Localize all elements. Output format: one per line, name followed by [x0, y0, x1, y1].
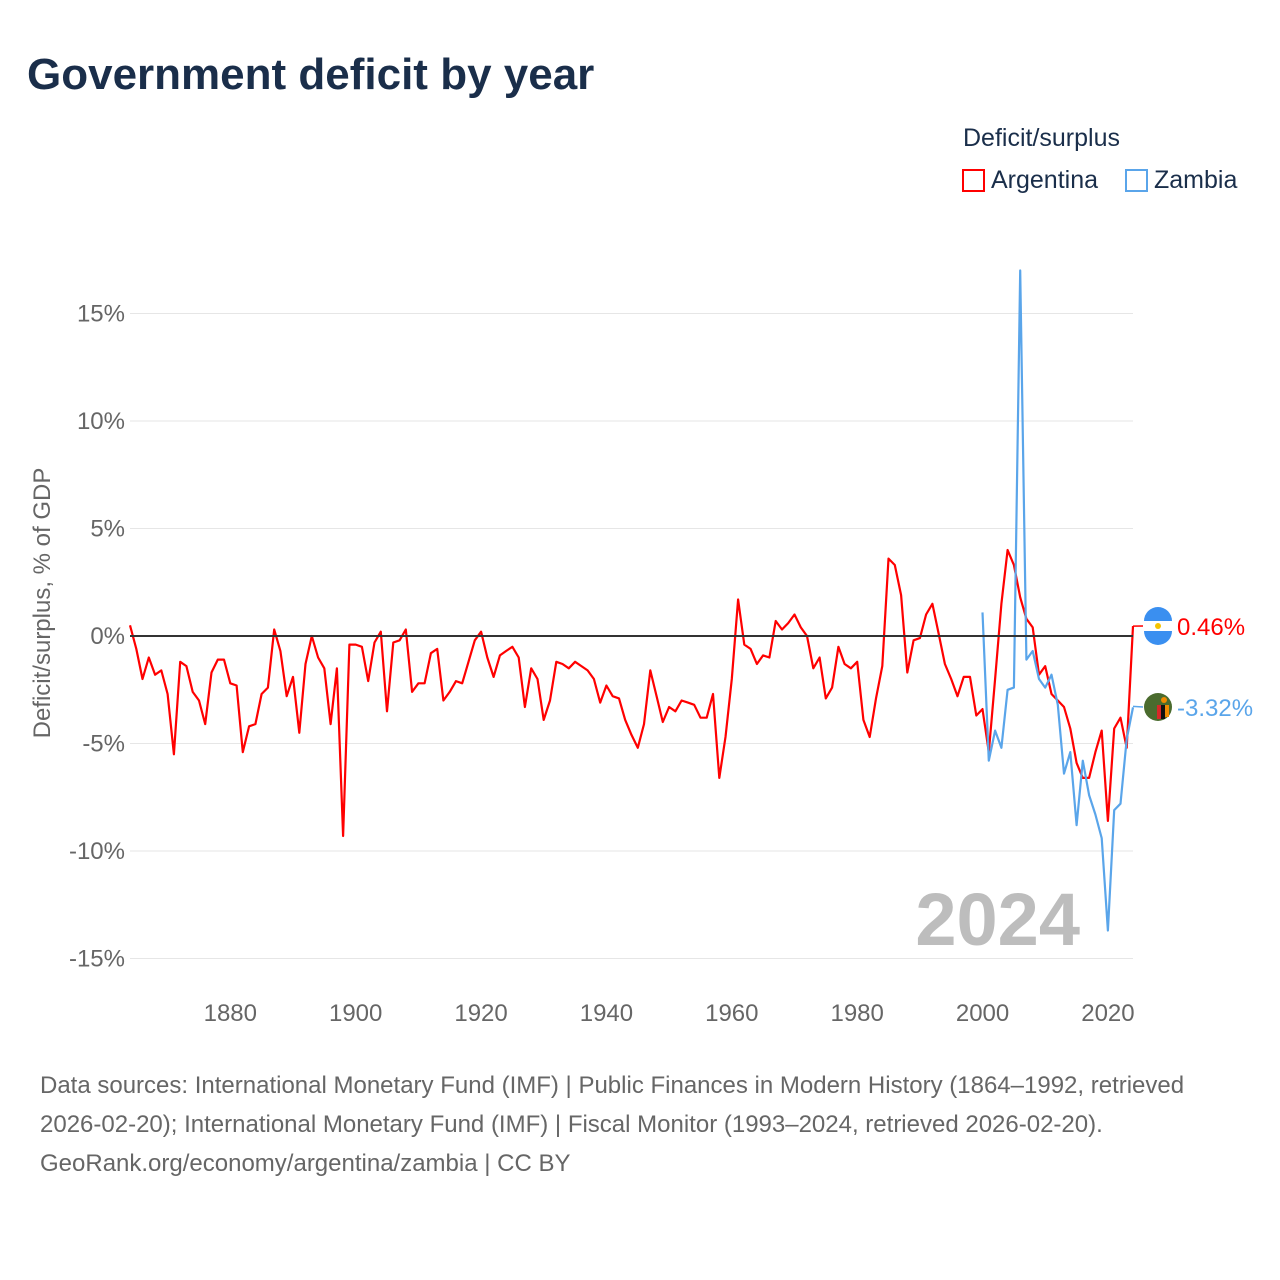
y-tick-label: 10%: [77, 408, 125, 435]
x-tick-label: 2020: [1081, 1000, 1134, 1027]
legend-title: Deficit/surplus: [963, 124, 1120, 152]
x-tick-label: 1940: [580, 1000, 633, 1027]
series-line-argentina: [128, 548, 1135, 838]
label-connector: [1132, 705, 1144, 708]
credit-link[interactable]: GeoRank.org/economy/argentina/zambia | C…: [40, 1150, 571, 1177]
zambia-flag-icon: [1144, 693, 1172, 721]
x-tick-label: 1880: [204, 1000, 257, 1027]
x-tick-label: 1900: [329, 1000, 382, 1027]
legend-swatch-argentina: [962, 169, 985, 192]
legend-item-argentina[interactable]: Argentina: [962, 166, 1098, 195]
y-tick-label: -10%: [69, 838, 125, 865]
flag-stripe: [1161, 705, 1165, 719]
x-tick-label: 1960: [705, 1000, 758, 1027]
legend-label-zambia: Zambia: [1154, 166, 1238, 194]
flag-stripe: [1157, 705, 1161, 719]
y-tick-label: -15%: [69, 946, 125, 973]
argentina-flag-icon: [1144, 607, 1172, 645]
flag-stripe: [1144, 607, 1172, 621]
series-line-zambia: [981, 269, 1135, 932]
legend-label-argentina: Argentina: [991, 166, 1099, 194]
data-sources: Data sources: International Monetary Fun…: [40, 1072, 1185, 1138]
y-tick-label: 0%: [90, 623, 125, 650]
flag-eagle: [1161, 697, 1167, 703]
end-value-label-argentina: 0.46%: [1177, 614, 1245, 641]
flag-stripe: [1144, 631, 1172, 645]
year-overlay-label: 2024: [915, 878, 1080, 961]
y-tick-label: 15%: [77, 301, 125, 328]
chart-title: Government deficit by year: [27, 50, 595, 99]
flag-stripe: [1165, 705, 1169, 717]
x-tick-label: 1980: [830, 1000, 883, 1027]
legend-swatch-zambia: [1125, 169, 1148, 192]
y-tick-label: -5%: [82, 731, 125, 758]
x-tick-label: 1920: [454, 1000, 507, 1027]
end-value-label-zambia: -3.32%: [1177, 695, 1253, 722]
y-tick-label: 5%: [90, 516, 125, 543]
flag-sun: [1155, 623, 1161, 629]
x-tick-label: 2000: [956, 1000, 1009, 1027]
footer: Data sources: International Monetary Fun…: [40, 1066, 1240, 1183]
legend-item-zambia[interactable]: Zambia: [1125, 166, 1237, 195]
y-axis-label: Deficit/surplus, % of GDP: [29, 468, 56, 739]
